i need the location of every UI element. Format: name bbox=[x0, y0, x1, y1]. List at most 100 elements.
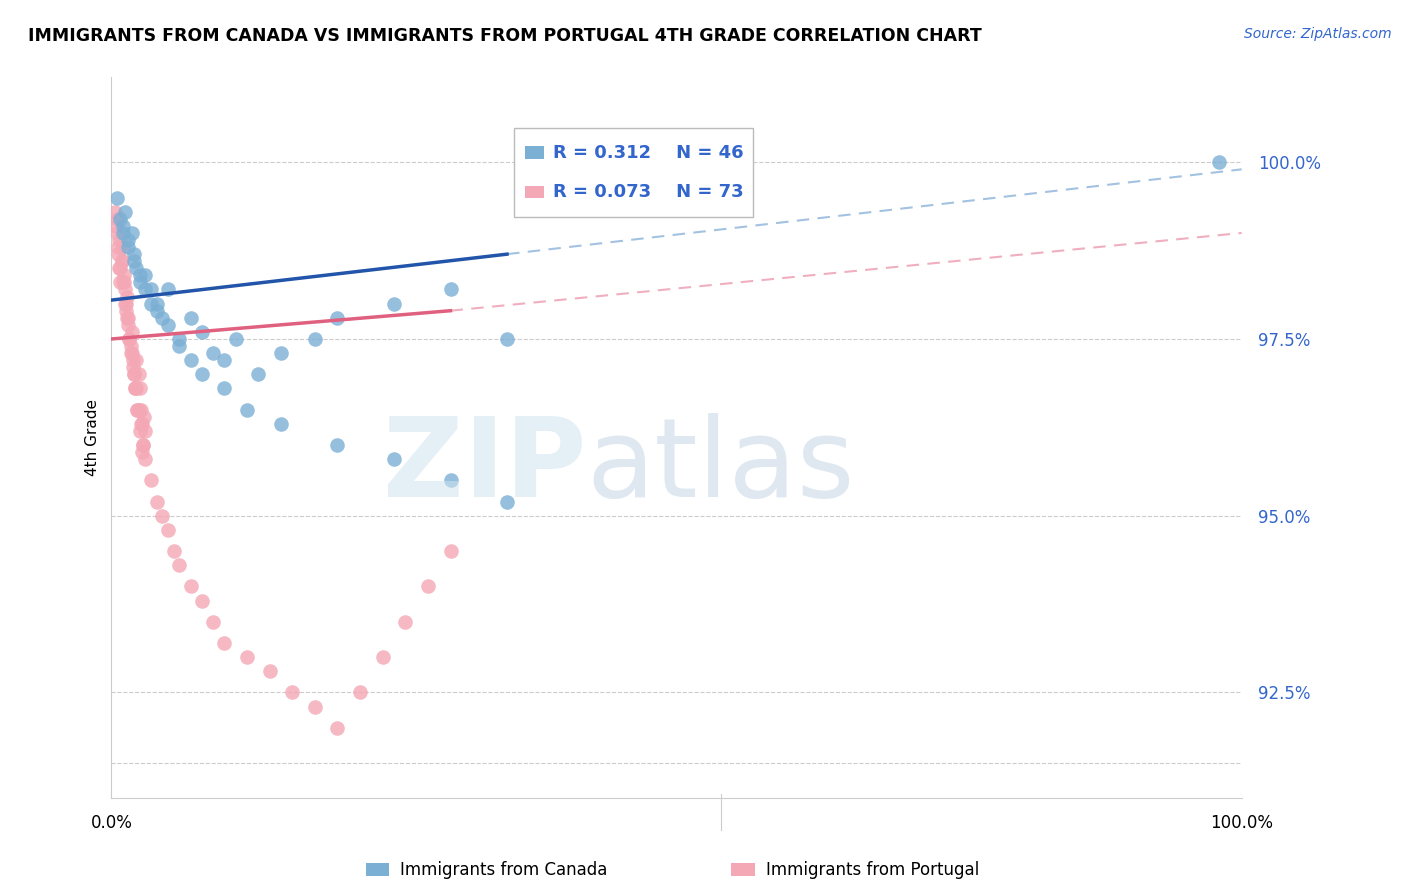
Point bbox=[122, 247, 145, 261]
Point bbox=[167, 558, 190, 573]
Point bbox=[128, 268, 150, 283]
Point bbox=[156, 523, 179, 537]
Point bbox=[139, 283, 162, 297]
Point bbox=[124, 381, 146, 395]
Point bbox=[107, 247, 129, 261]
Point bbox=[112, 268, 135, 283]
Text: R = 0.312    N = 46: R = 0.312 N = 46 bbox=[553, 144, 744, 161]
Point bbox=[127, 402, 149, 417]
Point bbox=[129, 402, 152, 417]
Text: atlas: atlas bbox=[586, 413, 855, 520]
Point bbox=[114, 296, 136, 310]
Text: Immigrants from Canada: Immigrants from Canada bbox=[401, 861, 607, 879]
Point bbox=[114, 204, 136, 219]
Point bbox=[134, 409, 156, 424]
Point bbox=[105, 191, 128, 205]
Point bbox=[156, 318, 179, 332]
Point bbox=[134, 268, 156, 283]
Point bbox=[111, 226, 134, 240]
Point bbox=[371, 650, 394, 665]
Point bbox=[236, 650, 259, 665]
Point bbox=[132, 438, 155, 452]
Point bbox=[259, 664, 281, 678]
Point bbox=[121, 325, 143, 339]
Point bbox=[180, 310, 202, 325]
Text: IMMIGRANTS FROM CANADA VS IMMIGRANTS FROM PORTUGAL 4TH GRADE CORRELATION CHART: IMMIGRANTS FROM CANADA VS IMMIGRANTS FRO… bbox=[28, 27, 981, 45]
Point bbox=[122, 360, 145, 375]
Point bbox=[139, 474, 162, 488]
Point bbox=[112, 276, 135, 290]
Point bbox=[167, 339, 190, 353]
Point bbox=[214, 353, 236, 368]
Point bbox=[132, 438, 155, 452]
Point bbox=[180, 579, 202, 593]
Point bbox=[439, 544, 461, 558]
Point bbox=[125, 261, 148, 276]
Point bbox=[225, 332, 247, 346]
Point bbox=[105, 211, 128, 226]
Point bbox=[117, 310, 139, 325]
Point bbox=[382, 452, 405, 467]
Point bbox=[349, 685, 371, 699]
Point bbox=[145, 494, 167, 508]
Point bbox=[439, 474, 461, 488]
Point bbox=[117, 318, 139, 332]
Point bbox=[111, 219, 134, 233]
Point bbox=[191, 368, 214, 382]
Point bbox=[110, 211, 132, 226]
Point bbox=[304, 699, 326, 714]
Point bbox=[214, 636, 236, 650]
Point bbox=[110, 254, 132, 268]
Point bbox=[108, 261, 131, 276]
Point bbox=[121, 226, 143, 240]
Point bbox=[202, 346, 225, 360]
Point bbox=[134, 424, 156, 438]
Point bbox=[131, 417, 153, 431]
Point bbox=[270, 417, 292, 431]
Point bbox=[439, 283, 461, 297]
Point bbox=[382, 296, 405, 310]
Point bbox=[191, 325, 214, 339]
Text: Source: ZipAtlas.com: Source: ZipAtlas.com bbox=[1244, 27, 1392, 41]
Point bbox=[107, 240, 129, 254]
Point bbox=[114, 283, 136, 297]
Point bbox=[122, 368, 145, 382]
Point bbox=[128, 276, 150, 290]
Point bbox=[270, 346, 292, 360]
Point bbox=[145, 296, 167, 310]
Point bbox=[214, 381, 236, 395]
Point bbox=[110, 276, 132, 290]
Point bbox=[236, 402, 259, 417]
Point bbox=[134, 283, 156, 297]
Point bbox=[104, 204, 127, 219]
Point bbox=[191, 593, 214, 607]
Point bbox=[145, 303, 167, 318]
Point bbox=[134, 452, 156, 467]
Point bbox=[304, 332, 326, 346]
Text: Immigrants from Portugal: Immigrants from Portugal bbox=[766, 861, 979, 879]
Point bbox=[131, 445, 153, 459]
Point bbox=[111, 276, 134, 290]
Point bbox=[111, 240, 134, 254]
Point bbox=[128, 368, 150, 382]
Point bbox=[180, 353, 202, 368]
Point bbox=[326, 721, 349, 735]
Point bbox=[121, 346, 143, 360]
Point bbox=[156, 283, 179, 297]
Point bbox=[125, 353, 148, 368]
Point bbox=[122, 353, 145, 368]
Point bbox=[110, 261, 132, 276]
Y-axis label: 4th Grade: 4th Grade bbox=[86, 400, 100, 476]
Point bbox=[139, 296, 162, 310]
Point bbox=[394, 615, 416, 629]
Point bbox=[129, 417, 152, 431]
Point bbox=[496, 332, 519, 346]
Point bbox=[496, 494, 519, 508]
Point bbox=[118, 332, 141, 346]
Point bbox=[115, 296, 138, 310]
Text: ZIP: ZIP bbox=[382, 413, 586, 520]
Point bbox=[105, 226, 128, 240]
Point bbox=[162, 544, 184, 558]
Point bbox=[150, 310, 173, 325]
Point bbox=[115, 303, 138, 318]
